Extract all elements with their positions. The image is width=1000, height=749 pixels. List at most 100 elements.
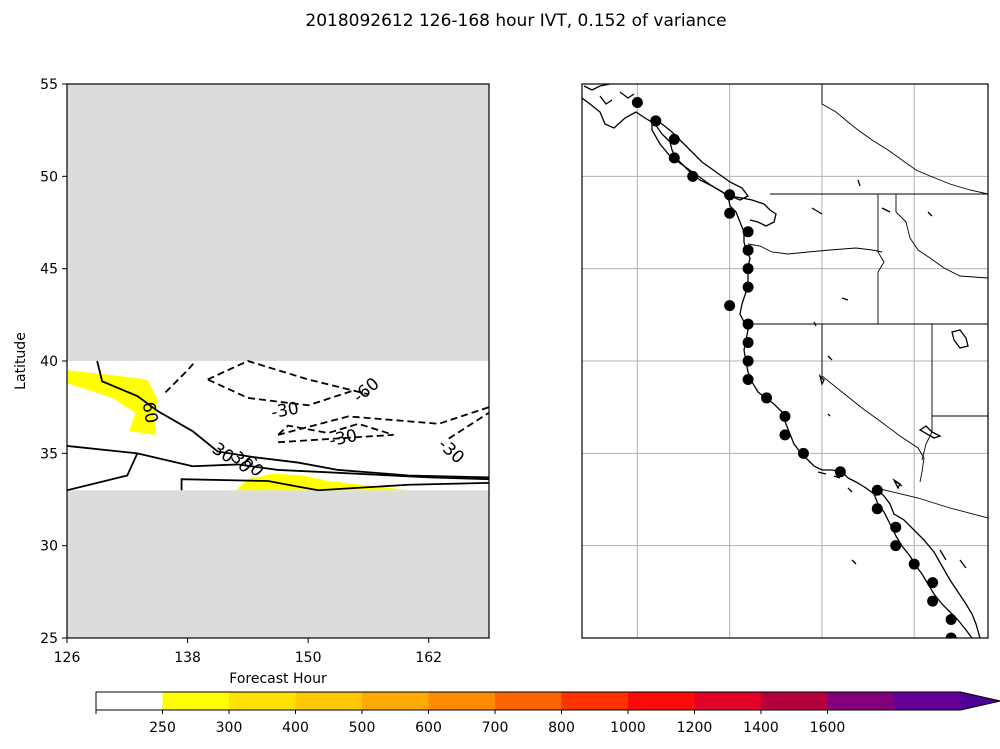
colorbar-swatch-0 [96, 692, 163, 710]
ivt-contours [67, 360, 489, 492]
political-borders [744, 84, 988, 519]
colorbar-ticks: 250 300 400 500 600 700 800 1000 1200 1400 1600 [95, 710, 846, 736]
grid-point-3 [668, 152, 680, 164]
contour-line-1 [67, 445, 489, 481]
contour-line-2 [67, 452, 139, 492]
contour-label-2: -30 [270, 399, 301, 424]
grid-point-12 [742, 318, 754, 330]
grid-point-28 [945, 614, 957, 626]
colorbar-extend-arrow [960, 692, 1000, 710]
colorbar-tick-label-6: 800 [548, 720, 575, 736]
colorbar: 250 300 400 500 600 700 800 1000 1200 1400 1600 [95, 691, 1000, 736]
grid-point-16 [761, 392, 773, 404]
grid-point-23 [890, 521, 902, 533]
us-mexico-border [875, 487, 988, 519]
colorbar-tick-label-8: 1200 [677, 720, 713, 736]
y-axis-ticks: 25 30 35 40 45 50 55 [40, 77, 67, 647]
grid-point-8 [742, 244, 754, 256]
x-tick-label-1: 138 [174, 650, 201, 666]
grid-point-22 [871, 503, 883, 515]
grid-point-24 [890, 540, 902, 552]
x-tick-label-3: 162 [415, 650, 442, 666]
colorbar-tick-label-0: 250 [149, 720, 176, 736]
colorbar-tick-label-4: 600 [415, 720, 442, 736]
colorbar-swatch-2 [229, 692, 296, 710]
colorbar-tick-label-10: 1600 [810, 720, 846, 736]
colorbar-tick-label-1: 300 [216, 720, 243, 736]
idaho-montana-border [895, 194, 988, 279]
colorbar-swatch-8 [628, 692, 695, 710]
colorbar-swatch-9 [694, 692, 762, 710]
colorbar-swatches [95, 691, 1000, 711]
ivt-filled-regions [67, 370, 409, 491]
colorbar-tick-label-9: 1400 [743, 720, 779, 736]
bc-alberta-border [821, 84, 988, 195]
contour-line-9 [448, 411, 489, 440]
x-axis-label: Forecast Hour [229, 671, 327, 687]
colorbar-swatch-12 [894, 692, 961, 710]
y-tick-label-4: 45 [40, 262, 58, 278]
map-frame [581, 83, 989, 639]
grid-point-2 [668, 133, 680, 145]
lake-tahoe [818, 373, 825, 386]
grid-point-6 [724, 207, 736, 219]
grid-point-17 [779, 410, 791, 422]
washington-oregon-border [747, 243, 883, 255]
figure-title: 2018092612 126-168 hour IVT, 0.152 of va… [305, 11, 726, 31]
grid-point-18 [779, 429, 791, 441]
coastline-gulf-of-california [875, 487, 981, 638]
contour-label-1: 60 [138, 400, 161, 425]
y-tick-label-6: 55 [40, 77, 58, 93]
grid-point-0 [631, 96, 643, 108]
washington-idaho-border [877, 194, 885, 324]
filled-region-0 [67, 370, 158, 435]
grid-point-20 [834, 466, 846, 478]
lake-salton [892, 478, 901, 490]
grid-point-7 [742, 226, 754, 238]
grid-point-29 [945, 632, 957, 638]
y-tick-label-5: 50 [40, 169, 58, 185]
grid-point-14 [742, 355, 754, 367]
colorbar-swatch-10 [761, 692, 828, 710]
y-axis-label: Latitude [13, 332, 29, 390]
colorbar-tick-label-5: 700 [482, 720, 509, 736]
map-gridlines [582, 84, 988, 638]
grid-point-4 [687, 170, 699, 182]
colorbar-swatch-3 [295, 692, 363, 710]
lake-pend-oreille [918, 425, 942, 439]
grid-points [631, 96, 957, 638]
grid-point-13 [742, 337, 754, 349]
colorbar-swatch-6 [495, 692, 562, 710]
contour-line-0 [96, 360, 489, 479]
map-panel [581, 83, 989, 639]
contour-line-8 [277, 422, 394, 444]
colorbar-swatch-11 [827, 692, 895, 710]
california-nevada-border [821, 324, 925, 483]
x-tick-label-2: 150 [295, 650, 322, 666]
y-tick-label-1: 30 [40, 539, 58, 555]
grid-point-27 [927, 595, 939, 607]
grid-point-1 [650, 115, 662, 127]
contour-line-5 [164, 360, 197, 394]
colorbar-swatch-5 [428, 692, 496, 710]
contour-line-3 [180, 478, 319, 492]
coastline-puget-sound [729, 195, 777, 227]
contour-line-4 [318, 481, 489, 492]
y-tick-label-2: 35 [40, 446, 58, 462]
filled-region-1 [235, 473, 409, 491]
colorbar-tick-label-2: 400 [282, 720, 309, 736]
x-tick-label-0: 126 [54, 650, 81, 666]
contour-line-7 [277, 406, 489, 436]
grid-point-25 [908, 558, 920, 570]
channel-islands [817, 471, 853, 493]
grid-point-10 [742, 281, 754, 293]
colorbar-outline [95, 691, 1000, 711]
grid-point-26 [927, 577, 939, 589]
grid-point-9 [742, 263, 754, 275]
x-axis-ticks: 126 138 150 162 [54, 638, 442, 666]
masked-region-south [67, 490, 489, 638]
colorbar-swatch-7 [561, 692, 629, 710]
coastline-islands-north [583, 84, 635, 105]
